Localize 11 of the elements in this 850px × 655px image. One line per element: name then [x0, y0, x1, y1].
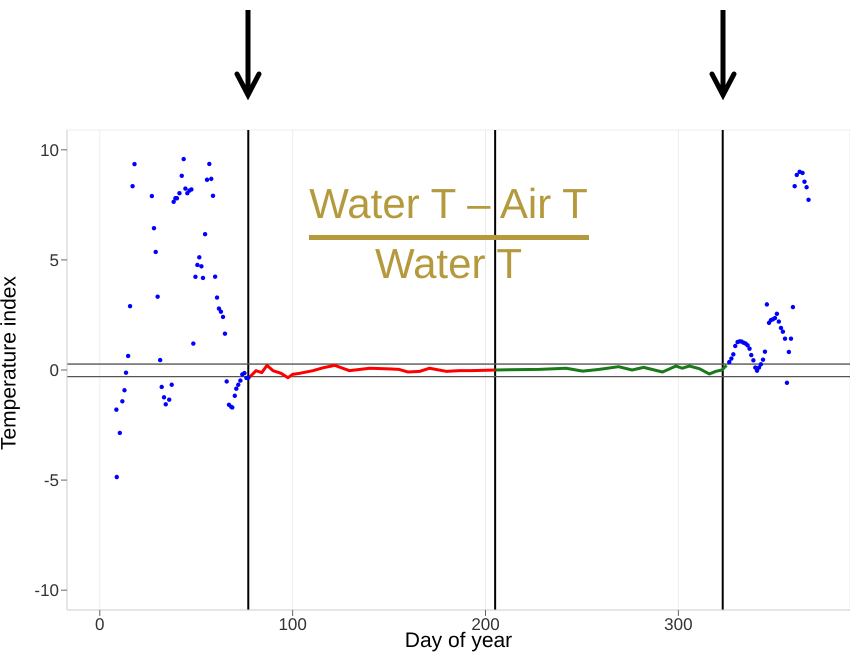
y-axis-title: Temperature index — [0, 276, 20, 450]
y-tick-label: 5 — [50, 250, 59, 270]
x-tick-label: 100 — [278, 615, 307, 634]
x-tick-label: 300 — [664, 615, 693, 634]
y-tick-label: -10 — [34, 581, 59, 600]
annotation: Water T – Air T — [308, 180, 589, 228]
y-tick-label: 0 — [50, 361, 59, 380]
x-tick-label: 0 — [95, 615, 105, 634]
y-tick-label: -5 — [44, 471, 59, 490]
annotation: Water T — [374, 240, 524, 288]
y-tick-label: 10 — [40, 140, 59, 160]
